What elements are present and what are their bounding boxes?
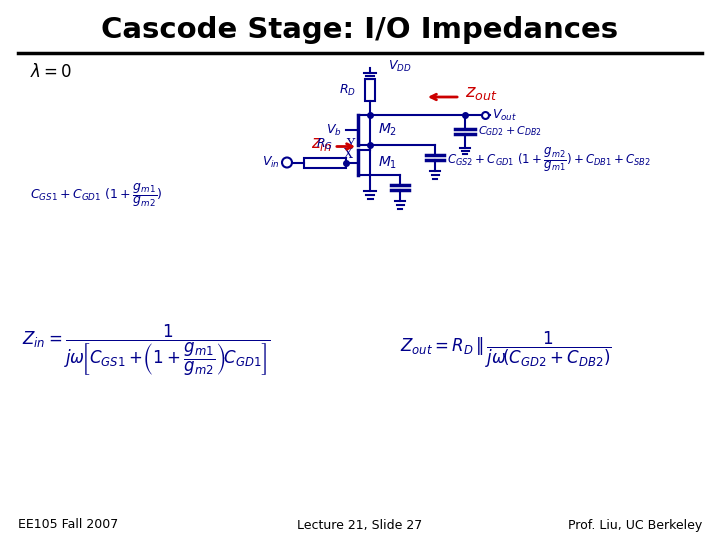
Text: $z_{out}$: $z_{out}$ [465, 84, 498, 102]
Text: $Z_{in}=\dfrac{1}{j\omega\!\left[C_{GS1}+\!\left(1+\dfrac{g_{m1}}{g_{m2}}\right): $Z_{in}=\dfrac{1}{j\omega\!\left[C_{GS1}… [22, 322, 271, 377]
Text: Y: Y [346, 138, 354, 152]
Text: $V_b$: $V_b$ [326, 123, 342, 138]
Text: $V_{out}$: $V_{out}$ [492, 107, 517, 123]
Text: $Z_{out}=R_D\,\|\,\dfrac{1}{j\omega\!\left(C_{GD2}+C_{DB2}\right)}$: $Z_{out}=R_D\,\|\,\dfrac{1}{j\omega\!\le… [400, 330, 611, 370]
Text: Cascode Stage: I/O Impedances: Cascode Stage: I/O Impedances [102, 16, 618, 44]
Text: $V_{in}$: $V_{in}$ [262, 155, 280, 170]
Text: $M_2$: $M_2$ [378, 122, 397, 138]
Text: $R_D$: $R_D$ [339, 83, 356, 98]
Text: $C_{GD2}+C_{DB2}$: $C_{GD2}+C_{DB2}$ [478, 125, 542, 138]
Text: $z_{in}$: $z_{in}$ [312, 136, 332, 153]
Text: Lecture 21, Slide 27: Lecture 21, Slide 27 [297, 518, 423, 531]
Bar [365, 79, 375, 101]
Text: $R_G$: $R_G$ [317, 137, 333, 152]
Text: $\lambda = 0$: $\lambda = 0$ [30, 63, 73, 81]
Bar [304, 158, 346, 167]
Text: $C_{GS1}+C_{GD1}\ (1+\dfrac{g_{m1}}{g_{m2}})$: $C_{GS1}+C_{GD1}\ (1+\dfrac{g_{m1}}{g_{m… [30, 181, 163, 209]
Text: X: X [343, 148, 352, 161]
Text: $M_1$: $M_1$ [378, 154, 397, 171]
Text: Prof. Liu, UC Berkeley: Prof. Liu, UC Berkeley [568, 518, 702, 531]
Text: $V_{DD}$: $V_{DD}$ [388, 58, 412, 73]
Text: EE105 Fall 2007: EE105 Fall 2007 [18, 518, 118, 531]
Text: $C_{GS2}+C_{GD1}\ (1+\dfrac{g_{m2}}{g_{m1}})+C_{DB1}+C_{SB2}$: $C_{GS2}+C_{GD1}\ (1+\dfrac{g_{m2}}{g_{m… [447, 146, 651, 174]
